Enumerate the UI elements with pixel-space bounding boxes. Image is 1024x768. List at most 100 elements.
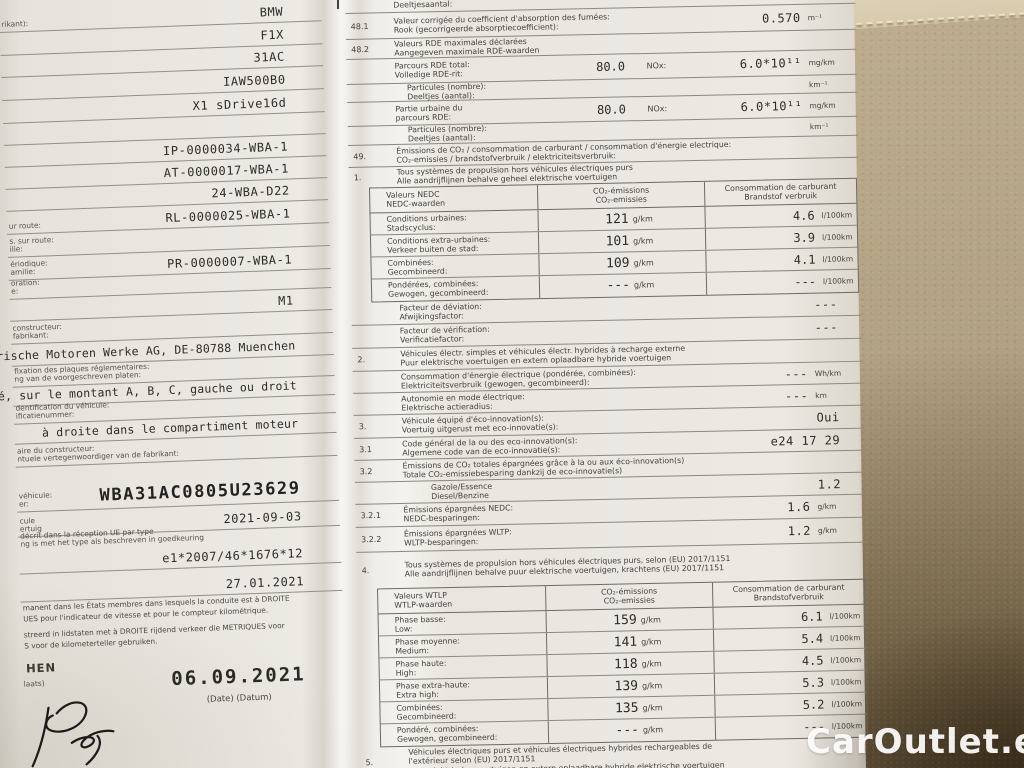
signature-date: 06.09.2021 xyxy=(170,663,307,691)
table-row-label: Phase haute: High: xyxy=(395,658,446,678)
field-label: Gazole/Essence Diesel/Benzine xyxy=(431,481,493,501)
field-value: --- xyxy=(784,366,808,381)
field-value: 6.0*10¹¹ xyxy=(740,98,803,114)
row-number: 1. xyxy=(353,173,362,183)
table-row-label-line: Stadscyclus: xyxy=(386,222,436,233)
field-label: fixation des plaques réglementaires: ng v… xyxy=(14,362,150,385)
co2-value: 109 xyxy=(605,255,630,271)
table-header-text: CO₂-émissions CO₂-emissies xyxy=(546,585,712,607)
field-value: 0.570 xyxy=(761,10,801,26)
co2-unit: g/km xyxy=(633,235,654,246)
field-label: constructeur: fabrikant: xyxy=(12,322,62,342)
table-header-text: Consommation de carburant Brandstof verbr… xyxy=(705,181,856,203)
table-cell-label: Pondérées, combinées: Gewogen, gecombinee… xyxy=(371,276,541,302)
unit-label: km⁻¹ xyxy=(809,121,829,132)
field-value: IAW500B0 xyxy=(222,72,286,89)
field-label: Facteur de vérification: Verificatiefacto… xyxy=(400,325,490,346)
co2-value: --- xyxy=(606,277,631,294)
field-label: rikant): xyxy=(1,19,29,30)
field-label-line: ur route: xyxy=(8,221,42,232)
field-label: aire du constructeur: ntuele vertegenwoor… xyxy=(17,442,179,465)
field-label-line: Elektrische actieradius: xyxy=(401,401,493,413)
mid-label: NOx: xyxy=(647,103,668,113)
table-row-label-line: Phase haute: xyxy=(395,658,447,669)
field-value: e24 17 29 xyxy=(770,432,841,449)
field-label-line: ilie: xyxy=(9,244,24,255)
field-value: e1*2007/46*1676*12 xyxy=(162,546,304,566)
field-label-line: ificatienummer: xyxy=(15,409,75,422)
table-header-text: Valeurs WTLP WTLP-waarden xyxy=(378,589,545,611)
table-row-label: Phase basse: Low: xyxy=(395,614,446,634)
field-label: Partie urbaine du parcours RDE: xyxy=(395,103,462,123)
field-label: ur route: xyxy=(8,221,42,232)
field-value: 1.2 xyxy=(817,476,842,492)
unit-label: mg/km xyxy=(808,57,835,68)
co2-value: 118 xyxy=(613,656,638,672)
co2-unit: g/km xyxy=(641,636,662,647)
table-cell-co2: 135 g/km xyxy=(548,695,716,721)
row-number: 3.2.2 xyxy=(360,534,382,545)
table-row-label-line: Medium: xyxy=(395,645,430,656)
page-edge-line xyxy=(337,0,339,9)
field-label: Particules (nombre): Deeltjes (aantal): xyxy=(407,81,486,101)
row-number: 3.2.1 xyxy=(360,510,382,521)
table-cell-co2: --- g/km xyxy=(548,717,717,744)
field-label: Véhicules électr. simples et véhicules é… xyxy=(400,344,685,369)
field-value: 31AC xyxy=(253,49,286,65)
fuel-value: 4.6 xyxy=(792,208,815,223)
field-label: Parcours RDE total: Volledige RDE-rit: xyxy=(394,60,470,80)
unit-label: km⁻¹ xyxy=(808,79,828,89)
co2-value: 139 xyxy=(614,678,639,694)
table-row-label-line: Gecombineerd: xyxy=(387,266,448,277)
left-page: rikant): BMW F1X 31AC IAW500B0 X1 sDrive16d IP… xyxy=(0,0,348,768)
table-header-cell: CO₂-émissions CO₂-emissies xyxy=(546,582,714,611)
row-number: 48.1 xyxy=(350,21,369,31)
table-row-label-line: Gewogen, gecombineerd: xyxy=(388,288,489,300)
row-number: 5. xyxy=(365,758,374,768)
field-label-line: Voertuig uitgerust met eco-innovatie(s): xyxy=(401,422,559,435)
table-header-line: NEDC-waarden xyxy=(386,199,446,210)
table-row-label: Pondéré, combinées: Gewogen, gecombineerd… xyxy=(397,724,498,745)
table-cell-label: Phase haute: High: xyxy=(379,655,548,680)
table-header-cell: Consommation de carburant Brandstof verbr… xyxy=(705,179,856,206)
co2-value: 141 xyxy=(613,634,638,650)
unit-label: mg/km xyxy=(809,100,836,110)
field-label-line: NEDC-besparingen: xyxy=(403,513,480,524)
field-label: Véhicule équipé d'éco-innovation(s): Voer… xyxy=(402,413,559,435)
table-row-label-line: Extra high: xyxy=(396,689,439,700)
field-value: 6.0*10¹¹ xyxy=(739,55,802,72)
fuel-value: 4.1 xyxy=(793,252,816,267)
field-label: Facteur de déviation: Afwijkingsfactor: xyxy=(399,302,482,322)
field-label: dentification du véhicule: ificatienummer… xyxy=(15,400,109,422)
table-header-cell: Valeurs WTLP WTLP-waarden xyxy=(378,586,547,614)
corner-shadow xyxy=(724,558,1024,768)
table-header-line: CO₂-emissies xyxy=(595,194,647,206)
field-label: Code général de la ou des eco-innovation… xyxy=(402,436,578,458)
table-row-label-line: Phase basse: xyxy=(394,614,446,625)
place-text: HEN xyxy=(25,660,57,676)
table-row-label: Combinées: Gecombineerd: xyxy=(396,702,456,722)
co2-unit: g/km xyxy=(641,658,662,669)
field-value: F1X xyxy=(260,27,285,43)
field-value: M1 xyxy=(277,293,294,308)
table-cell-co2: 139 g/km xyxy=(547,673,716,699)
table-cell-co2: 109 g/km xyxy=(539,250,707,276)
fuel-value: --- xyxy=(794,274,817,290)
field-label-line: parcours RDE: xyxy=(395,112,452,123)
table-cell-co2: 118 g/km xyxy=(547,651,715,677)
table-cell-label: Conditions urbaines: Stadscyclus: xyxy=(370,210,539,235)
field-value: Oui xyxy=(816,410,840,425)
field-label-line: fabrikant: xyxy=(12,330,49,342)
table-cell-fuel: 3.9 l/100km xyxy=(706,226,857,250)
fuel-unit: l/100km xyxy=(821,209,853,220)
co2-value: 159 xyxy=(613,612,637,628)
field-value: PR-0000007-WBA-1 xyxy=(166,252,293,272)
field-label-line: WLTP-besparingen: xyxy=(404,537,479,548)
table-cell-fuel: --- l/100km xyxy=(707,270,858,295)
row-number: 3.2 xyxy=(359,466,373,476)
co2-value: --- xyxy=(615,722,640,739)
table-cell-label: Pondéré, combinées: Gewogen, gecombineerd… xyxy=(380,721,550,747)
field-value: --- xyxy=(814,320,839,335)
table-header-text: Valeurs NEDC NEDC-waarden xyxy=(370,188,537,210)
field-label-line: rikant): xyxy=(1,19,29,30)
